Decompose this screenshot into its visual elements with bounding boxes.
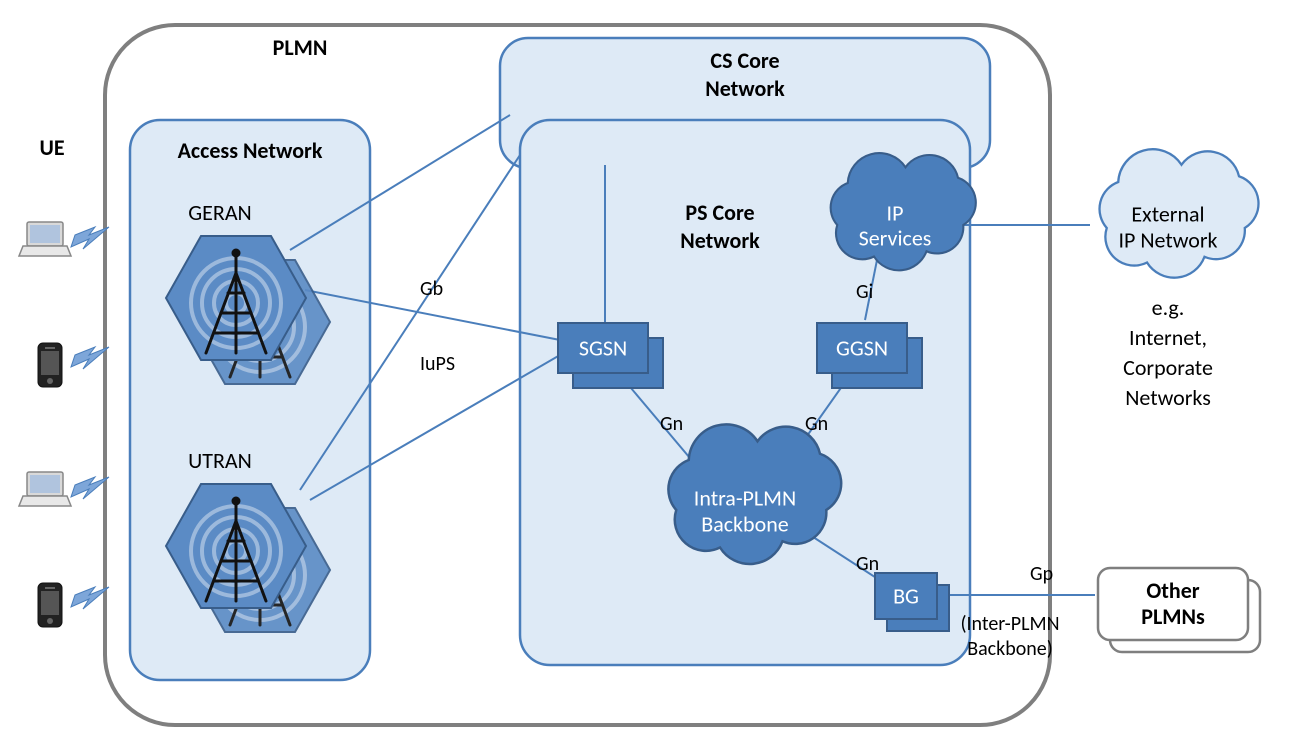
ue-phone-1 [38,343,62,387]
bg-node: BG [875,573,949,631]
svg-text:GGSN: GGSN [836,334,888,361]
gp-label: Gp [1030,562,1053,586]
ext-sub-1: e.g. [1152,294,1185,321]
svg-text:PLMNs: PLMNs [1141,603,1205,630]
svg-text:Services: Services [859,224,932,251]
cs-core-label-1: CS Core [710,47,779,74]
svg-text:Other: Other [1146,577,1199,604]
gn1-label: Gn [660,412,683,436]
ext-sub-2: Internet, [1129,324,1207,351]
svg-text:BG: BG [893,582,919,609]
geran-label: GERAN [188,199,252,226]
ext-sub-3: Corporate [1123,354,1213,381]
ue-laptop-2 [19,472,71,506]
ps-core-label-1: PS Core [685,199,754,226]
gi-label: Gi [856,280,873,304]
gn2-label: Gn [805,412,828,436]
svg-text:IP: IP [887,199,904,226]
ps-core-label-2: Network [680,227,760,254]
svg-text:External: External [1131,200,1204,227]
cs-core-label-2: Network [705,75,785,102]
iups-label: IuPS [420,352,455,376]
svg-text:Intra-PLMN: Intra-PLMN [694,484,796,511]
ext-sub-4: Networks [1125,384,1211,411]
plmn-label: PLMN [273,34,328,61]
svg-text:SGSN: SGSN [579,334,627,361]
svg-text:Backbone: Backbone [701,510,789,537]
utran-label: UTRAN [188,447,252,474]
ue-laptop-1 [19,222,71,256]
other-plmns-node: Other PLMNs [1098,568,1260,652]
gb-label: Gb [420,277,443,301]
inter-plmn-2: Backbone) [967,637,1053,661]
access-network-label: Access Network [178,137,323,164]
inter-plmn-1: (Inter-PLMN [960,612,1059,636]
svg-text:IP Network: IP Network [1118,226,1217,253]
sgsn-node: SGSN [558,323,663,388]
network-diagram: PLMN CS Core Network PS Core Network Acc… [0,0,1294,747]
ggsn-node: GGSN [817,323,922,388]
ue-phone-2 [38,583,62,627]
ue-label: UE [39,134,64,161]
